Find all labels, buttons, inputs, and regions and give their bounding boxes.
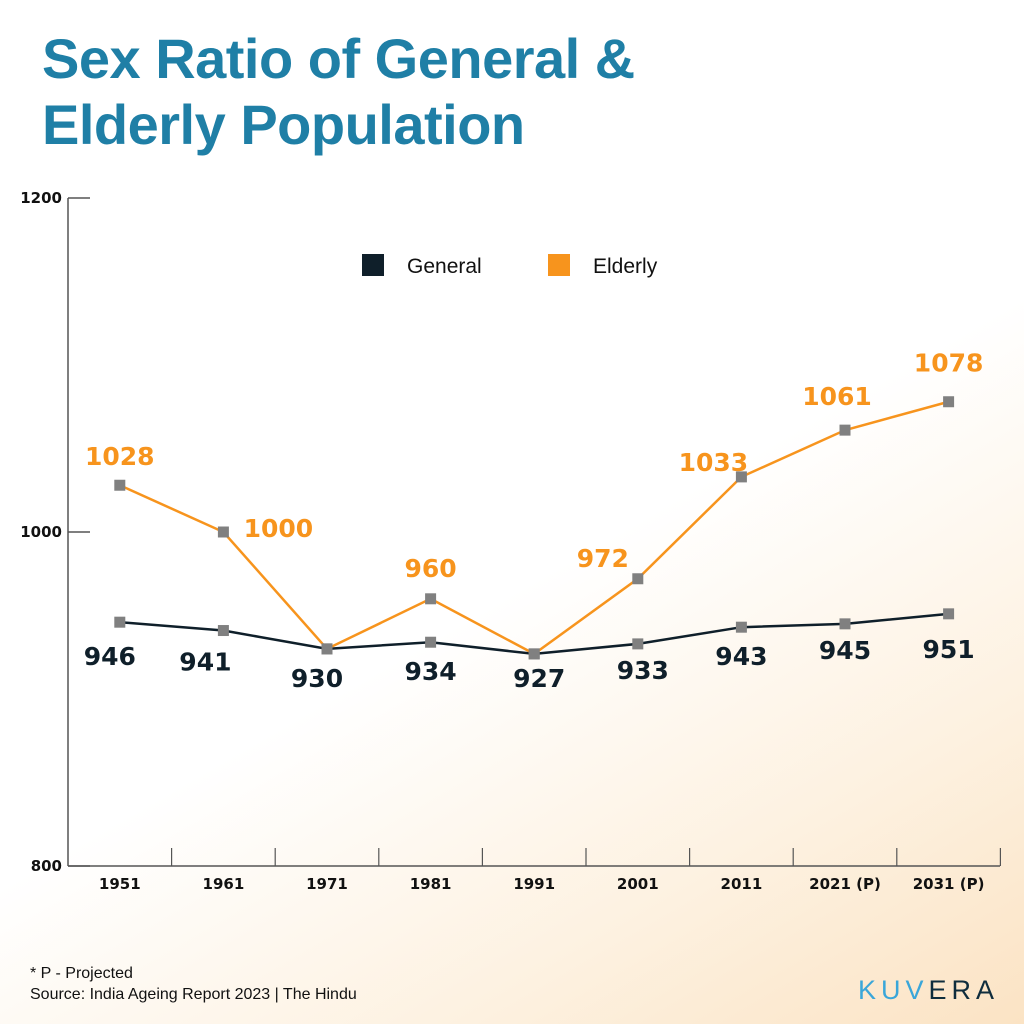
data-label-general: 934 xyxy=(405,657,457,686)
marker-elderly xyxy=(217,526,229,538)
legend-swatch-elderly xyxy=(548,254,570,276)
data-label-elderly: 1028 xyxy=(85,442,155,471)
marker-general xyxy=(735,621,747,633)
x-tick-label: 1951 xyxy=(99,875,141,893)
kuvera-logo: KUVERA xyxy=(858,975,999,1006)
data-label-elderly: 972 xyxy=(577,544,629,573)
x-tick-label: 2031 (P) xyxy=(913,875,985,893)
marker-elderly xyxy=(321,643,333,655)
source-text: Source: India Ageing Report 2023 | The H… xyxy=(30,986,357,1003)
logo-letter: R xyxy=(951,975,977,1005)
x-tick-label: 1991 xyxy=(513,875,555,893)
footnotes: * P - Projected Source: India Ageing Rep… xyxy=(30,963,357,1005)
data-label-general: 945 xyxy=(819,636,871,665)
marker-elderly xyxy=(425,593,437,605)
marker-general xyxy=(839,618,851,630)
y-tick-label: 1200 xyxy=(20,189,62,207)
data-label-general: 941 xyxy=(179,648,231,677)
legend-label-elderly: Elderly xyxy=(593,255,658,278)
footnote-projected: * P - Projected xyxy=(30,965,133,982)
data-label-elderly: 1000 xyxy=(244,514,314,543)
x-tick-label: 2011 xyxy=(721,875,763,893)
x-tick-label: 2001 xyxy=(617,875,659,893)
marker-general xyxy=(632,638,644,650)
logo-letter: A xyxy=(976,975,1000,1005)
marker-general xyxy=(114,616,126,628)
logo-letter: U xyxy=(881,975,906,1005)
logo-letter: E xyxy=(928,975,952,1005)
data-label-general: 927 xyxy=(513,664,565,693)
marker-general xyxy=(943,608,955,620)
marker-elderly xyxy=(114,479,126,491)
data-label-elderly: 1061 xyxy=(802,382,872,411)
data-label-elderly: 960 xyxy=(405,554,457,583)
data-label-general: 933 xyxy=(617,656,669,685)
x-tick-label: 1971 xyxy=(306,875,348,893)
data-label-general: 946 xyxy=(84,642,136,671)
y-tick-label: 800 xyxy=(31,857,62,875)
legend-label-general: General xyxy=(407,255,482,278)
marker-general xyxy=(425,636,437,648)
x-tick-label: 2021 (P) xyxy=(809,875,881,893)
legend-swatch-general xyxy=(362,254,384,276)
data-label-general: 951 xyxy=(923,635,975,664)
marker-elderly xyxy=(632,573,644,585)
chart-title: Sex Ratio of General & Elderly Populatio… xyxy=(42,27,635,156)
logo-letter: V xyxy=(905,975,929,1005)
x-tick-label: 1961 xyxy=(203,875,245,893)
data-label-elderly: 1078 xyxy=(914,349,984,378)
marker-elderly xyxy=(943,396,955,408)
y-tick-label: 1000 xyxy=(20,523,62,541)
marker-elderly xyxy=(839,424,851,436)
data-label-general: 943 xyxy=(715,642,767,671)
marker-general xyxy=(217,625,229,637)
data-label-general: 930 xyxy=(291,664,343,693)
logo-letter: K xyxy=(858,975,882,1005)
marker-elderly xyxy=(735,471,747,483)
marker-elderly xyxy=(528,648,540,660)
x-tick-label: 1981 xyxy=(410,875,452,893)
